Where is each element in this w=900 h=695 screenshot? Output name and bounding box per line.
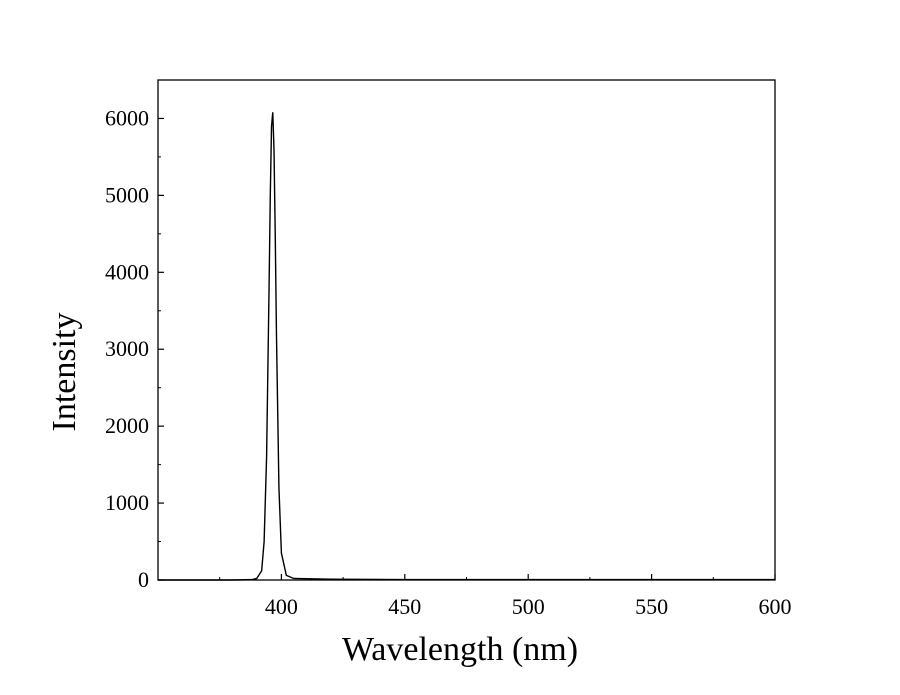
- x-axis: 400 450 500 550 600: [219, 574, 792, 619]
- y-axis-label: Intensity: [46, 313, 83, 432]
- x-tick-label: 500: [512, 594, 545, 619]
- x-tick-label: 400: [265, 594, 298, 619]
- y-tick-label: 2000: [105, 413, 149, 438]
- intensity-series-line: [158, 112, 775, 581]
- y-tick-label: 1000: [105, 490, 149, 515]
- x-tick-label: 600: [759, 594, 792, 619]
- plot-frame: [157, 79, 776, 581]
- y-tick-label: 3000: [105, 336, 149, 361]
- y-axis: 0 1000 2000 3000 4000 5000 6000: [105, 105, 164, 592]
- y-tick-label: 4000: [105, 259, 149, 284]
- x-tick-label: 550: [635, 594, 668, 619]
- y-tick-label: 6000: [105, 105, 149, 130]
- y-tick-label: 5000: [105, 182, 149, 207]
- y-tick-label: 0: [138, 567, 149, 592]
- x-axis-label: Wavelength (nm): [342, 631, 578, 668]
- x-tick-label: 450: [388, 594, 421, 619]
